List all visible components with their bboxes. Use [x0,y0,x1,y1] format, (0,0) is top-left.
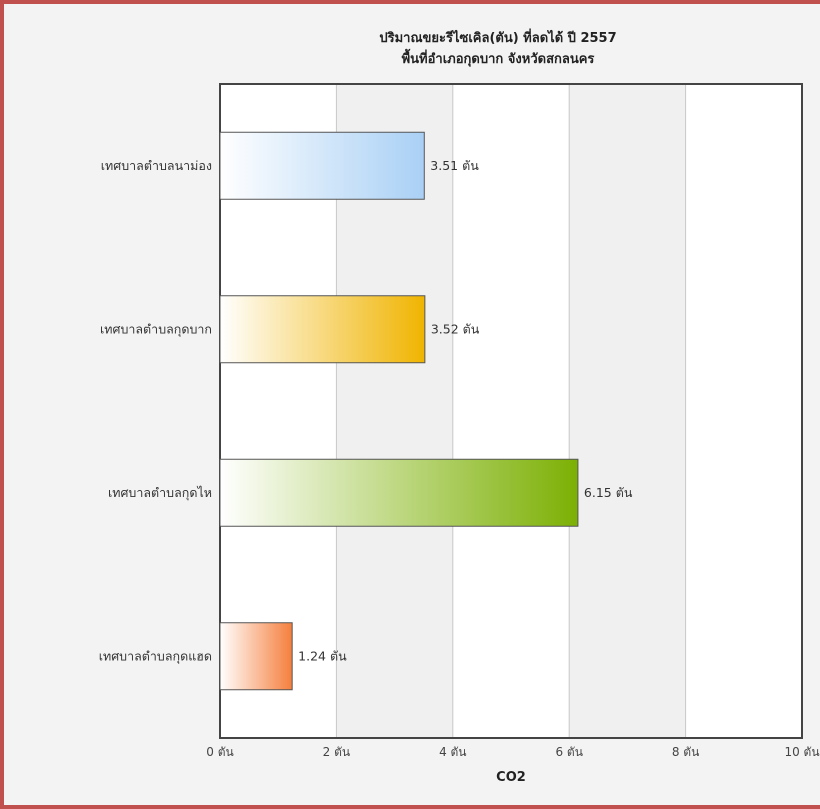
category-label: เทศบาลตำบลกุดแฮด [99,648,212,664]
bar [219,622,293,691]
chart-title: ปริมาณขยะรีไซเคิล(ตัน) ที่ลดได้ ปี 2557 [379,28,616,46]
x-tick-label: 4 ตัน [439,745,466,759]
category-labels: เทศบาลตำบลนาม่องเทศบาลตำบลกุดบากเทศบาลตำ… [99,158,212,665]
bar [219,458,579,527]
category-label: เทศบาลตำบลกุดบาก [100,321,212,337]
plot-band [685,84,802,738]
chart-subtitle: พื้นที่อำเภอกุดบาก จังหวัดสกลนคร [402,48,595,67]
gridlines [335,84,687,738]
bar [219,131,425,200]
plot-area-border [219,83,803,739]
category-label: เทศบาลตำบลกุดไห [108,485,212,501]
x-axis-title: CO2 [496,770,526,785]
x-tick-label: 0 ตัน [206,745,233,759]
x-tick-label: 6 ตัน [555,745,582,759]
x-tick-label: 10 ตัน [784,745,819,759]
data-label: 1.24 ตัน [298,648,347,663]
plot-band [569,84,686,738]
x-tick-label: 2 ตัน [323,745,350,759]
bar [219,295,426,364]
data-label: 3.52 ตัน [431,321,480,336]
plot-band [452,84,570,738]
data-labels: 3.51 ตัน 3.52 ตัน 6.15 ตัน 1.24 ตัน [298,158,633,664]
category-label: เทศบาลตำบลนาม่อง [101,158,212,173]
x-tick-label: 8 ตัน [672,745,699,759]
x-tick-labels: 0 ตัน 2 ตัน 4 ตัน 6 ตัน 8 ตัน 10 ตัน [206,745,819,759]
data-label: 6.15 ตัน [584,485,633,500]
bars [219,131,579,691]
data-label: 3.51 ตัน [430,158,479,173]
